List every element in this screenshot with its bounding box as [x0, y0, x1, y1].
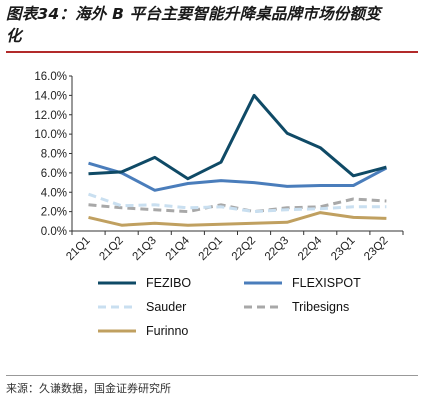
title-divider [6, 51, 418, 53]
x-tick-label: 21Q3 [130, 235, 158, 263]
chart-title: 图表34：海外 B 平台主要智能升降桌品牌市场份额变 [6, 5, 381, 23]
x-axis: 21Q1 21Q2 21Q3 21Q4 22Q1 22Q2 22Q3 22Q4 23Q1 23Q2 [64, 230, 404, 263]
x-tick-label: 23Q2 [362, 235, 390, 263]
legend-label-fezibo: FEZIBO [146, 276, 191, 290]
x-tick-label: 23Q1 [329, 235, 357, 263]
x-tick-label: 22Q4 [296, 234, 325, 263]
y-axis: 16.0% 14.0% 12.0% 10.0% 8.0% 6.0% 4.0% 2.0% 0.0% [34, 71, 73, 238]
legend-label-tribesigns: Tribesigns [292, 300, 349, 314]
series-line-furinno [88, 211, 387, 227]
chart-title-continued: 化 [6, 27, 22, 45]
y-tick-label: 4.0% [41, 187, 67, 199]
y-tick-label: 0.0% [41, 226, 67, 238]
x-tick-label: 21Q2 [97, 235, 125, 263]
y-tick-label: 16.0% [34, 71, 67, 83]
series-line-tribesigns [88, 197, 387, 214]
x-tick-label: 21Q1 [64, 235, 92, 263]
legend: FEZIBO FLEXISPOT Sauder Tribesigns Furinno [98, 276, 361, 338]
series-line-sauder [88, 192, 387, 214]
y-tick-label: 8.0% [41, 149, 67, 161]
line-chart: 16.0% 14.0% 12.0% 10.0% 8.0% 6.0% 4.0% 2.0% 0.0%… [34, 71, 404, 338]
y-tick-label: 12.0% [34, 110, 67, 122]
legend-label-flexispot: FLEXISPOT [292, 276, 361, 290]
y-tick-label: 6.0% [41, 168, 67, 180]
series-line-flexispot [88, 161, 388, 192]
x-tick-label: 22Q2 [230, 235, 258, 263]
x-tick-label: 21Q4 [164, 234, 193, 263]
y-tick-label: 14.0% [34, 90, 67, 102]
series-line-fezibo [88, 93, 387, 181]
y-tick-label: 2.0% [41, 207, 67, 219]
y-tick-label: 10.0% [34, 129, 67, 141]
source-note: 来源：久谦数据，国金证券研究所 [6, 382, 171, 395]
source-divider [6, 375, 418, 376]
legend-label-furinno: Furinno [146, 324, 188, 338]
series-lines [88, 93, 388, 227]
x-tick-label: 22Q1 [197, 235, 225, 263]
legend-label-sauder: Sauder [146, 300, 186, 314]
x-tick-label: 22Q3 [263, 235, 291, 263]
